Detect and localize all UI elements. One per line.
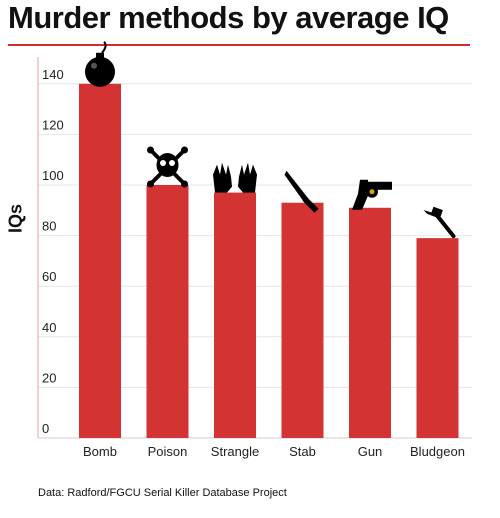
y-tick-label: 40 bbox=[42, 320, 56, 335]
x-label-gun: Gun bbox=[358, 444, 383, 459]
x-label-strangle: Strangle bbox=[211, 444, 259, 459]
bars bbox=[79, 83, 459, 439]
x-labels: Bomb Poison Strangle Stab Gun Bludgeon bbox=[83, 444, 465, 459]
bar-stab bbox=[281, 202, 324, 438]
bar-strangle bbox=[214, 192, 256, 438]
x-label-stab: Stab bbox=[289, 444, 316, 459]
x-label-bomb: Bomb bbox=[83, 444, 117, 459]
title-divider bbox=[8, 44, 470, 46]
bar-poison bbox=[146, 185, 189, 438]
knife-icon bbox=[284, 170, 319, 213]
y-tick-label: 0 bbox=[42, 421, 49, 436]
bar-gun bbox=[349, 207, 391, 438]
chart-title: Murder methods by average IQ bbox=[8, 0, 449, 35]
y-tick-label: 60 bbox=[42, 269, 56, 284]
y-ticks: 0 20 40 60 80 100 120 140 bbox=[42, 67, 64, 436]
bar-icons bbox=[85, 41, 456, 239]
hammer-icon bbox=[423, 206, 456, 239]
x-label-poison: Poison bbox=[148, 444, 188, 459]
y-tick-label: 80 bbox=[42, 219, 56, 234]
skull-crossbones-icon bbox=[147, 146, 188, 188]
source-note: Data: Radford/FGCU Serial Killer Databas… bbox=[38, 487, 287, 499]
y-tick-label: 140 bbox=[42, 67, 64, 82]
x-label-bludgeon: Bludgeon bbox=[410, 444, 465, 459]
hands-icon bbox=[213, 162, 257, 193]
bar-bludgeon bbox=[416, 238, 459, 438]
bomb-icon bbox=[85, 41, 115, 87]
y-tick-label: 100 bbox=[42, 168, 64, 183]
y-tick-label: 20 bbox=[42, 370, 56, 385]
bar-bomb bbox=[79, 83, 121, 439]
y-tick-label: 120 bbox=[42, 117, 64, 132]
revolver-icon bbox=[352, 179, 392, 210]
